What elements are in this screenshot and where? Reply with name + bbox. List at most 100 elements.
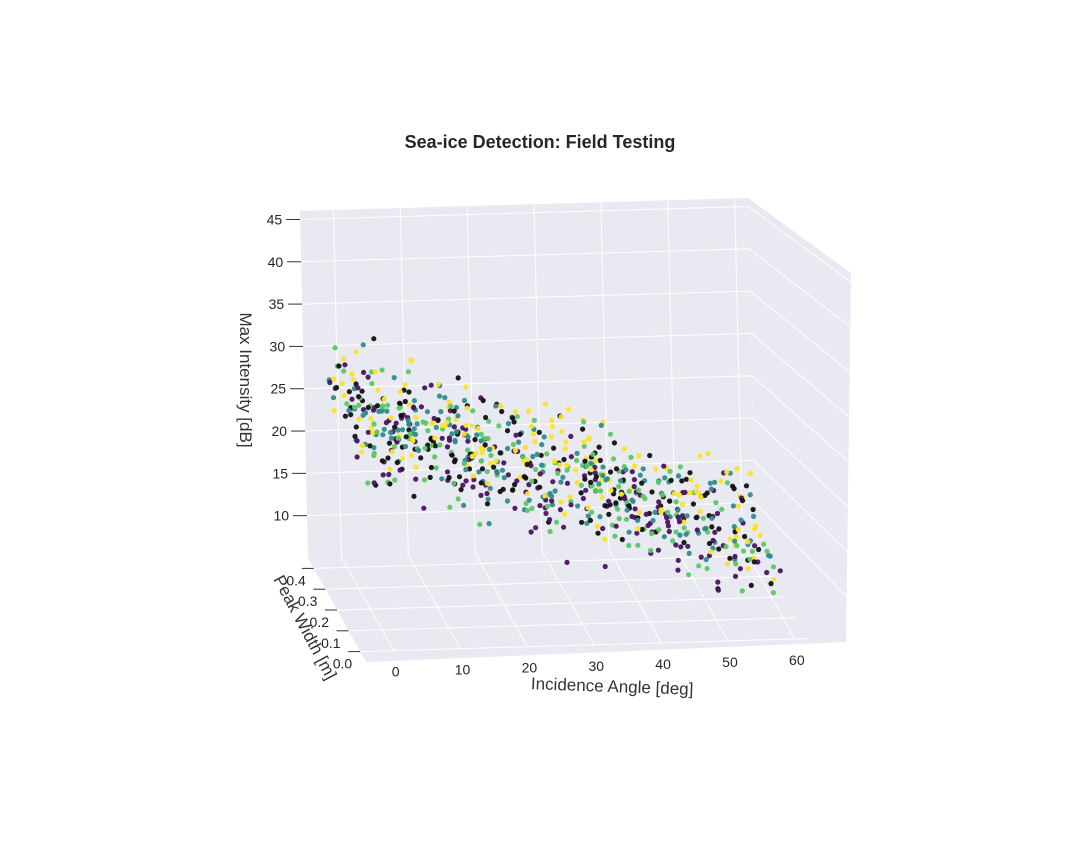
- data-point: [580, 426, 586, 432]
- data-point: [344, 401, 350, 407]
- data-point: [582, 476, 588, 482]
- data-point: [631, 463, 638, 469]
- data-point: [768, 581, 774, 587]
- data-point: [626, 542, 632, 549]
- data-point: [375, 387, 381, 393]
- data-point: [649, 489, 655, 495]
- data-point: [446, 399, 452, 405]
- data-point: [600, 472, 606, 479]
- data-point: [585, 513, 591, 519]
- data-point: [552, 458, 558, 464]
- y-tick-label: 0.4: [286, 572, 306, 588]
- data-point: [543, 510, 549, 516]
- data-point: [422, 385, 428, 391]
- data-point: [712, 529, 718, 535]
- data-point: [461, 502, 467, 508]
- data-point: [386, 440, 393, 446]
- data-point: [411, 405, 417, 411]
- data-point: [499, 408, 505, 415]
- y-gridline: [313, 554, 762, 569]
- data-point: [575, 503, 581, 509]
- data-point: [658, 507, 664, 513]
- data-point: [748, 470, 754, 477]
- data-point: [513, 432, 519, 438]
- data-point: [402, 443, 409, 450]
- data-point: [636, 487, 642, 493]
- data-point: [635, 517, 641, 524]
- data-point: [341, 392, 347, 399]
- data-point: [522, 444, 529, 451]
- data-point: [734, 543, 740, 549]
- data-point: [587, 517, 594, 524]
- data-point: [618, 491, 625, 497]
- data-point: [643, 511, 649, 517]
- data-point: [680, 501, 686, 507]
- data-point: [371, 421, 377, 427]
- data-point: [360, 412, 366, 418]
- x-tick-label: 40: [655, 656, 671, 672]
- data-point: [516, 439, 522, 445]
- data-point: [770, 564, 777, 570]
- data-point: [596, 481, 602, 487]
- data-point: [735, 503, 742, 509]
- data-point: [719, 506, 725, 512]
- data-point: [463, 467, 469, 473]
- data-point: [698, 494, 704, 500]
- data-point: [598, 422, 604, 428]
- data-point: [639, 480, 645, 486]
- data-point: [355, 385, 361, 391]
- data-point: [512, 447, 519, 453]
- data-point: [574, 450, 580, 456]
- data-point: [675, 514, 681, 520]
- data-point: [447, 408, 453, 414]
- data-point: [332, 345, 338, 351]
- data-point: [555, 470, 561, 476]
- data-point: [560, 474, 566, 480]
- data-point: [500, 486, 506, 492]
- data-point: [593, 474, 600, 480]
- data-point: [694, 483, 700, 489]
- data-point: [514, 414, 521, 420]
- data-point: [370, 407, 377, 413]
- data-point: [537, 503, 543, 509]
- data-point: [709, 515, 715, 521]
- data-point: [425, 428, 431, 434]
- data-point: [564, 480, 571, 486]
- data-point: [514, 478, 520, 484]
- data-point: [568, 433, 574, 439]
- data-point: [428, 382, 434, 388]
- data-point: [697, 508, 703, 515]
- data-point: [538, 452, 544, 458]
- data-point: [405, 369, 411, 375]
- data-point: [360, 342, 366, 348]
- data-point: [491, 464, 497, 470]
- data-point: [700, 515, 707, 521]
- z-tick-label: 20: [271, 423, 287, 439]
- data-point: [686, 550, 692, 557]
- data-point: [771, 576, 777, 582]
- chart-title: Sea-ice Detection: Field Testing: [404, 132, 676, 152]
- data-point: [564, 559, 570, 566]
- data-point: [470, 473, 477, 479]
- data-point: [472, 437, 478, 443]
- data-point: [456, 474, 463, 480]
- data-point: [581, 443, 587, 449]
- data-point: [359, 442, 366, 449]
- data-point: [764, 548, 770, 554]
- data-point: [629, 469, 635, 475]
- data-point: [549, 502, 556, 508]
- data-point: [727, 536, 733, 542]
- data-point: [688, 477, 694, 483]
- data-point: [622, 496, 628, 502]
- data-point: [715, 579, 721, 585]
- data-point: [750, 506, 756, 513]
- data-point: [703, 556, 709, 563]
- data-point: [356, 402, 362, 408]
- data-point: [418, 404, 424, 410]
- data-point: [706, 540, 713, 547]
- data-point: [480, 446, 486, 452]
- data-point: [675, 567, 681, 573]
- data-point: [433, 465, 439, 471]
- data-point: [539, 462, 545, 468]
- data-point: [356, 416, 362, 422]
